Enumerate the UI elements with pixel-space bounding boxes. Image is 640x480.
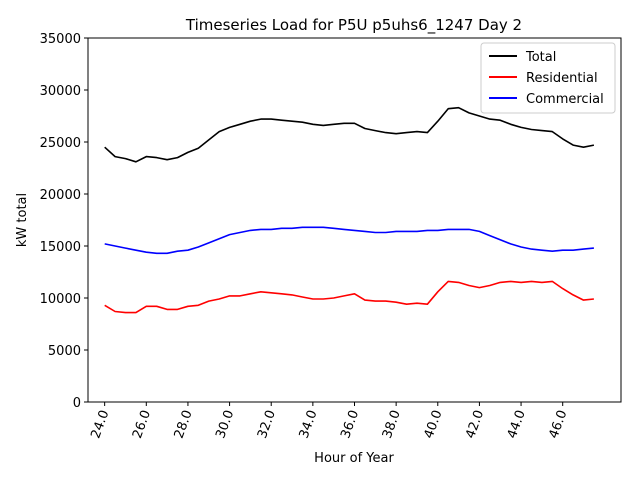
series-line-residential [104, 280, 594, 314]
y-tick-label: 15000 [40, 240, 81, 255]
y-tick-label: 30000 [40, 84, 81, 99]
series-line-commercial [104, 226, 594, 255]
plot-area-frame [87, 37, 622, 403]
legend-label-residential: Residential [526, 71, 598, 86]
series-line-total [104, 106, 595, 163]
legend-box [480, 42, 616, 114]
legend-label-total: Total [525, 50, 556, 65]
y-tick-label: 0 [73, 396, 81, 411]
y-axis-label: kW total [15, 193, 30, 247]
y-tick-label: 25000 [40, 136, 81, 151]
chart-title: Timeseries Load for P5U p5uhs6_1247 Day … [185, 16, 522, 35]
series-layer [104, 106, 595, 314]
y-tick-label: 20000 [40, 188, 81, 203]
y-tick-label: 10000 [40, 292, 81, 307]
x-axis-label: Hour of Year [314, 451, 394, 466]
legend: Total Residential Commercial [480, 42, 616, 114]
y-tick-label: 35000 [40, 32, 81, 47]
y-axis-ticks: 0 5000 10000 15000 20000 25000 30000 35000 [40, 32, 88, 411]
legend-label-commercial: Commercial [526, 92, 604, 107]
y-tick-label: 5000 [48, 344, 81, 359]
